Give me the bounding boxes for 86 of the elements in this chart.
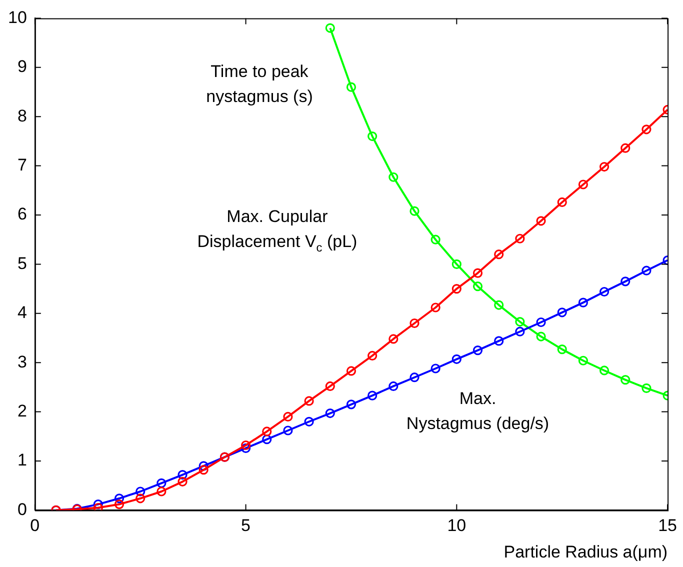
point bbox=[536, 332, 546, 342]
point bbox=[536, 317, 546, 328]
point bbox=[346, 82, 356, 92]
point bbox=[557, 197, 567, 208]
point bbox=[472, 268, 483, 278]
point bbox=[368, 131, 378, 142]
point bbox=[430, 364, 440, 374]
point bbox=[156, 486, 166, 496]
point bbox=[494, 300, 504, 310]
y-tick-label: 0 bbox=[17, 500, 27, 519]
point bbox=[515, 234, 525, 244]
point bbox=[642, 266, 652, 276]
y-tick-label: 5 bbox=[17, 254, 27, 273]
point bbox=[325, 408, 335, 418]
point bbox=[620, 375, 630, 385]
point bbox=[642, 124, 652, 134]
point bbox=[240, 440, 251, 450]
point bbox=[452, 284, 462, 294]
point bbox=[515, 316, 525, 327]
point bbox=[599, 366, 610, 376]
point bbox=[388, 172, 398, 182]
point bbox=[578, 356, 588, 366]
point bbox=[472, 282, 483, 292]
point bbox=[325, 381, 335, 392]
point bbox=[346, 400, 356, 410]
x-tick-label: 10 bbox=[447, 516, 466, 536]
point bbox=[93, 502, 103, 510]
point bbox=[620, 143, 630, 153]
point bbox=[430, 302, 440, 312]
point bbox=[620, 276, 630, 286]
point bbox=[599, 286, 610, 297]
y-tick-label: 2 bbox=[17, 401, 27, 420]
point bbox=[262, 434, 272, 444]
point bbox=[642, 383, 652, 393]
point bbox=[515, 326, 525, 336]
point bbox=[388, 381, 398, 392]
point bbox=[368, 390, 378, 400]
point bbox=[178, 476, 188, 486]
point bbox=[325, 23, 335, 33]
y-tick-label: 3 bbox=[17, 352, 27, 372]
point bbox=[114, 499, 124, 510]
y-tick-label: 8 bbox=[17, 106, 27, 126]
point bbox=[136, 494, 146, 504]
point bbox=[304, 396, 314, 406]
point bbox=[93, 499, 103, 510]
point bbox=[578, 298, 588, 308]
point bbox=[430, 234, 440, 244]
annotation: Time to peak nystagmus (s) bbox=[206, 62, 313, 106]
point bbox=[283, 412, 293, 422]
point bbox=[198, 465, 208, 475]
point bbox=[494, 336, 504, 346]
point bbox=[240, 443, 251, 454]
x-axis-title: Particle Radius a(μm) bbox=[504, 542, 668, 562]
point bbox=[114, 494, 124, 504]
point bbox=[136, 486, 146, 496]
point bbox=[198, 461, 208, 471]
point bbox=[410, 372, 420, 382]
x-tick-label: 0 bbox=[30, 516, 40, 536]
x-tick-label: 5 bbox=[241, 516, 251, 536]
point bbox=[557, 344, 567, 354]
point bbox=[494, 250, 504, 260]
point bbox=[452, 354, 462, 364]
point bbox=[578, 180, 588, 190]
x-tick-label: 15 bbox=[658, 516, 678, 536]
y-tick-label: 10 bbox=[8, 8, 27, 27]
point bbox=[452, 259, 462, 269]
point bbox=[472, 346, 483, 356]
point bbox=[536, 216, 546, 226]
point bbox=[599, 162, 610, 172]
annotation: Max. Nystagmus (deg/s) bbox=[406, 388, 550, 433]
point bbox=[388, 334, 398, 344]
y-tick-label: 9 bbox=[17, 57, 27, 76]
y-tick-label: 6 bbox=[17, 204, 27, 224]
point bbox=[283, 426, 293, 436]
point bbox=[346, 366, 356, 376]
point bbox=[410, 318, 420, 328]
point bbox=[557, 308, 567, 318]
y-tick-label: 4 bbox=[17, 303, 27, 322]
point bbox=[368, 350, 378, 361]
point bbox=[410, 206, 420, 216]
point bbox=[156, 478, 166, 488]
point bbox=[262, 426, 272, 436]
y-tick-label: 1 bbox=[17, 450, 27, 470]
y-tick-label: 7 bbox=[17, 155, 27, 174]
point bbox=[304, 416, 314, 426]
point bbox=[178, 470, 188, 480]
